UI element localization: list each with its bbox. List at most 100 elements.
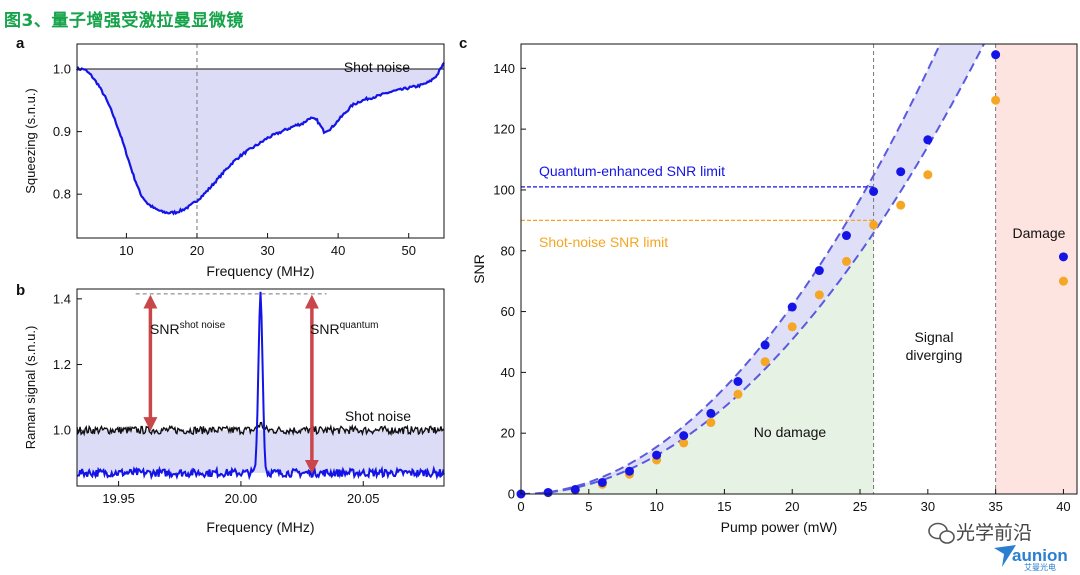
panel-b-snr-gain-band (77, 430, 444, 473)
panel-b-ytick-label: 1.4 (53, 291, 71, 306)
panel-c-shot-noise-point (787, 322, 797, 332)
panel-c-shot-noise-point (1058, 276, 1068, 286)
panel-a-xtick-label: 30 (260, 243, 274, 258)
panel-a-axes-frame (76, 43, 445, 239)
panel-b-snr_left-base: SNR (150, 321, 180, 337)
panel-c-xtick-label: 40 (1056, 499, 1070, 514)
panel-c-snr-band (521, 44, 984, 494)
wechat-icon (928, 522, 955, 544)
panel-c-band-lower-line (521, 44, 986, 494)
panel-c-no-damage-region (521, 233, 874, 494)
panel-a-ytick-label: 0.9 (53, 124, 71, 139)
panel-c-shot-noise-point (814, 290, 824, 300)
panel-b-letter: b (16, 282, 25, 299)
panel-c-axes-frame (520, 43, 1078, 495)
panel-c-shot-noise-point (896, 200, 906, 210)
panel-c-quantum-point (814, 266, 824, 276)
panel-c-shot-noise-point (760, 357, 770, 367)
panel-c-region-label-diverging-line: diverging (906, 347, 963, 363)
panel-b-axes-frame (76, 288, 445, 487)
panel-c-quantum-point (991, 50, 1001, 60)
panel-c-quantum-point (923, 135, 933, 145)
panel-c-ytick-label: 0 (508, 487, 515, 502)
watermark: 光学前沿 aunion 艾曼光电 (928, 522, 1068, 571)
panel-c-shot-noise-point (991, 95, 1001, 105)
panel-a-xtick-label: 10 (119, 243, 133, 258)
panel-c-xtick-label: 15 (717, 499, 731, 514)
panel-c-ytick-label: 140 (493, 61, 515, 76)
aunion-logo-icon (994, 545, 1016, 567)
panel-a: 10 20 30 40 50 0.8 0.9 1.0 Shot noise Frequency (… (16, 35, 445, 279)
panel-c-xlabel: Pump power (mW) (721, 519, 838, 535)
panel-c-quantum-point (570, 484, 580, 494)
panel-a-squeezing-line (76, 62, 445, 216)
watermark-brand: aunion (1012, 546, 1068, 565)
panel-c-damage-region (995, 44, 1077, 494)
panel-a-xtick-label: 50 (401, 243, 415, 258)
panel-b-ylabel: Raman signal (s.n.u.) (23, 326, 38, 450)
panel-a-letter: a (16, 35, 25, 52)
panel-c-quantum-point (896, 167, 906, 177)
watermark-account: 光学前沿 (956, 522, 1032, 544)
panel-a-xtick-label: 40 (331, 243, 345, 258)
figure-title: 图3、量子增强受激拉曼显微镜 (4, 11, 244, 31)
panel-c-xtick-label: 25 (853, 499, 867, 514)
panel-c-quantum-point (787, 302, 797, 312)
panel-c-region-label-damage: Damage (1013, 225, 1066, 241)
panel-c-shot-noise-point (923, 170, 933, 180)
panel-c-xtick-label: 5 (585, 499, 592, 514)
panel-c-quantum-point (597, 477, 607, 487)
panel-c-quantum-point (652, 450, 662, 460)
panel-c-ytick-label: 80 (501, 243, 515, 258)
panel-c-region-label-diverging-line: Signal (915, 329, 954, 345)
panel-c-quantum-point (1058, 252, 1068, 262)
panel-a-squeezing-area (77, 62, 444, 213)
panel-c-quantum-point (733, 377, 743, 386)
panel-c-letter: c (459, 35, 467, 52)
panel-c-ytick-label: 20 (501, 426, 515, 441)
panel-c-quantum-point (543, 487, 553, 497)
panel-b-ytick-label: 1.2 (53, 357, 71, 372)
panel-c-quantum-point (679, 431, 689, 441)
panel-c-quantum-point (841, 231, 851, 241)
panel-b-snr_right-label: SNRquantum (310, 320, 378, 337)
panel-c-shot-noise-point (733, 389, 743, 399)
panel-a-xtick-label: 20 (190, 243, 204, 258)
panel-c-shot-limit-label: Shot-noise SNR limit (539, 234, 668, 250)
panel-c-xtick-label: 10 (649, 499, 663, 514)
panel-b-shot-noise-label: Shot noise (345, 408, 411, 424)
panel-c-xtick-label: 0 (517, 499, 524, 514)
panel-b-snr_left-sup: shot noise (180, 320, 226, 331)
panel-b-shot-noise-trace (76, 421, 445, 437)
panel-c-quantum-point (706, 408, 716, 418)
panel-c-region-label-no-damage: No damage (754, 424, 827, 440)
panel-b-xtick-label: 19.95 (102, 491, 135, 506)
panel-b-snr_left-label: SNRshot noise (150, 320, 226, 337)
panel-c-quantum-point (760, 340, 770, 350)
panel-c-shot-noise-point (869, 220, 879, 230)
panel-c-ylabel: SNR (471, 254, 487, 284)
panel-b-snr_right-base: SNR (310, 321, 340, 337)
panel-a-ylabel: Squeezing (s.n.u.) (23, 88, 38, 194)
panel-c-region-label-diverging: Signal diverging (906, 329, 963, 363)
panel-c-ytick-label: 40 (501, 365, 515, 380)
panel-a-xlabel: Frequency (MHz) (206, 263, 314, 279)
panel-c-ytick-label: 100 (493, 182, 515, 197)
panel-b-xtick-label: 20.05 (347, 491, 380, 506)
panel-c-xtick-label: 30 (921, 499, 935, 514)
panel-b-quantum-trace (76, 291, 445, 481)
panel-a-ytick-label: 0.8 (53, 187, 71, 202)
panel-b-xlabel: Frequency (MHz) (206, 519, 314, 535)
panel-b-xtick-label: 20.00 (225, 491, 258, 506)
panel-c-shot-noise-point (706, 418, 716, 428)
panel-c-xtick-label: 35 (988, 499, 1002, 514)
panel-c-shot-noise-point (841, 256, 851, 266)
panel-c-ytick-label: 120 (493, 122, 515, 137)
panel-c: Quantum-enhanced SNR limit Shot-noise SNR… (459, 35, 1078, 535)
panel-c-quantum-point (624, 466, 634, 476)
panel-c-ytick-label: 60 (501, 304, 515, 319)
panel-a-shot-noise-label: Shot noise (344, 59, 410, 75)
watermark-brand-sub: 艾曼光电 (1024, 562, 1056, 571)
panel-c-quantum-limit-label: Quantum-enhanced SNR limit (539, 163, 725, 179)
